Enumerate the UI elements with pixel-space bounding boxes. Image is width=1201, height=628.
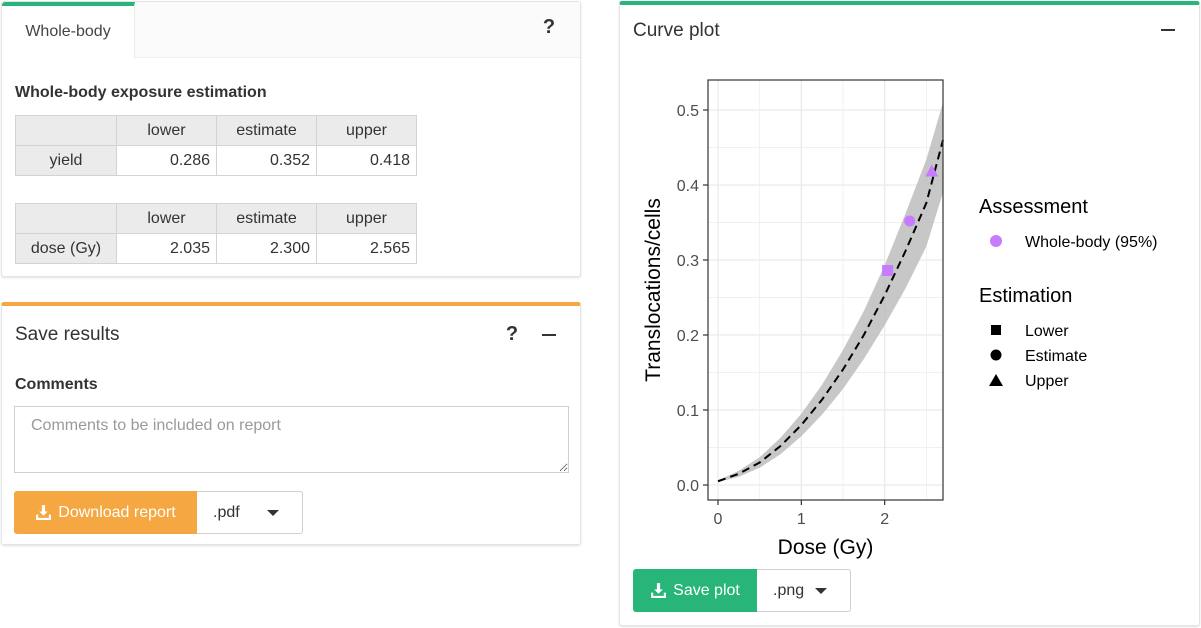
save-results-box: Save results ? Comments Download report … [1,302,581,545]
help-button[interactable]: ? [505,323,519,345]
dose-table: lower estimate upper dose (Gy) 2.035 2.3… [15,203,417,264]
table-header [15,115,117,146]
legend-estimation-label: Lower [1025,323,1069,340]
download-icon [36,505,52,520]
plot-format-select[interactable]: .png [757,569,851,612]
table-header [15,203,117,234]
y-tick-label: 0.3 [677,253,699,270]
table-header: estimate [216,203,317,234]
table-header: upper [316,115,417,146]
save-results-title: Save results [15,324,120,345]
table-cell: 0.418 [316,145,417,176]
table-cell: 2.300 [216,233,317,264]
download-report-label: Download report [58,503,176,521]
y-tick-label: 0.1 [677,403,699,420]
table-header-row: lower estimate upper [15,115,417,146]
collapse-button[interactable] [1157,19,1179,41]
x-tick-label: 1 [797,511,806,528]
point-lower [882,265,894,276]
tab-strip: Whole-body ? [2,2,580,59]
plot-format-value: .png [773,581,805,599]
legend-square-icon [991,325,1001,335]
report-format-value: .pdf [213,503,240,521]
table-header: lower [116,203,217,234]
minus-icon [542,334,556,336]
save-plot-label: Save plot [673,581,740,599]
x-tick-label: 0 [714,511,723,528]
section-title: Whole-body exposure estimation [15,84,267,101]
table-header: lower [116,115,217,146]
x-axis-label: Dose (Gy) [778,536,874,559]
row-label: yield [15,145,117,176]
comments-textarea[interactable] [14,406,569,473]
legend-assessment-label: Whole-body (95%) [1025,234,1158,251]
caret-down-icon [815,588,827,594]
collapse-button[interactable] [538,324,560,346]
whole-body-box: Whole-body ? Whole-body exposure estimat… [1,1,581,277]
table-row: yield 0.286 0.352 0.418 [15,145,417,176]
table-cell: 0.286 [116,145,217,176]
table-row: dose (Gy) 2.035 2.300 2.565 [15,233,417,264]
legend-estimation-label: Estimate [1025,348,1087,365]
y-tick-label: 0.2 [677,328,699,345]
legend-triangle-icon [989,374,1003,386]
table-cell: 0.352 [216,145,317,176]
table-header-row: lower estimate upper [15,203,417,234]
report-format-select[interactable]: .pdf [197,491,303,534]
plot-panel [708,80,943,500]
table-cell: 2.565 [316,233,417,264]
table-cell: 2.035 [116,233,217,264]
y-tick-label: 0.4 [677,178,699,195]
axes: 0.0 0.1 0.2 0.3 0.4 0.5 0 1 2 [677,103,889,528]
legend-estimation-label: Upper [1025,373,1069,390]
data-points [882,164,939,276]
caret-down-icon [267,510,279,516]
legend-estimation-title: Estimation [979,285,1072,307]
download-icon [651,583,667,598]
legend-assessment-title: Assessment [979,196,1088,218]
minus-icon [1161,29,1175,31]
row-label: dose (Gy) [15,233,117,264]
table-header: estimate [216,115,317,146]
yield-table: lower estimate upper yield 0.286 0.352 0… [15,115,417,176]
plot-panel-border [707,79,944,501]
curve-plot-title: Curve plot [633,20,720,41]
curve-plot-box: Curve plot 0.0 0.1 0.2 0.3 0.4 0.5 0 1 2 Dose (G… [619,1,1200,626]
point-estimate [904,215,916,227]
fitted-curve-line [717,139,944,483]
y-tick-label: 0.5 [677,103,699,120]
x-tick-label: 2 [880,511,889,528]
save-plot-button[interactable]: Save plot [633,569,757,612]
y-tick-label: 0.0 [677,478,699,495]
table-header: upper [316,203,417,234]
point-upper [925,164,939,177]
download-report-button[interactable]: Download report [14,491,197,534]
confidence-band [718,102,943,482]
grid-lines [708,80,943,500]
tab-whole-body[interactable]: Whole-body [2,2,135,59]
legend-circle-icon [990,349,1002,361]
curve-plot-chart: 0.0 0.1 0.2 0.3 0.4 0.5 0 1 2 Dose (Gy) Transloc… [642,79,1158,559]
help-button[interactable]: ? [542,16,556,38]
comments-label: Comments [15,376,98,393]
legend-assessment-swatch [990,235,1002,247]
y-axis-label: Translocations/cells [642,198,665,382]
